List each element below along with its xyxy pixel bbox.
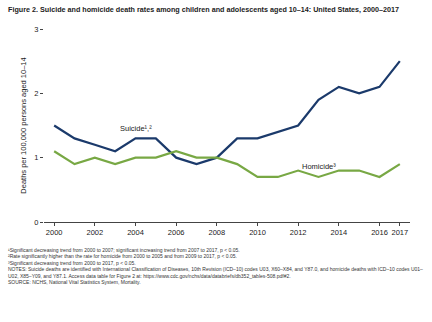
svg-text:2006: 2006 bbox=[168, 228, 185, 237]
svg-text:2: 2 bbox=[34, 89, 38, 98]
svg-text:2014: 2014 bbox=[330, 228, 347, 237]
svg-text:0: 0 bbox=[34, 217, 38, 226]
svg-text:2008: 2008 bbox=[208, 228, 225, 237]
svg-text:Homicide³: Homicide³ bbox=[302, 162, 336, 171]
svg-text:2010: 2010 bbox=[249, 228, 266, 237]
svg-text:3: 3 bbox=[34, 24, 38, 33]
html-text:²Rate significantly higher tha: ²Rate significantly higher than the rate… bbox=[8, 253, 237, 260]
svg-text:2016: 2016 bbox=[371, 228, 388, 237]
svg-text:Suicide¹,²: Suicide¹,² bbox=[120, 124, 152, 133]
svg-text:2017: 2017 bbox=[391, 228, 408, 237]
html-text:NOTES: Suicide deaths are iden: NOTES: Suicide deaths are identified wit… bbox=[8, 266, 423, 279]
svg-text:2012: 2012 bbox=[290, 228, 307, 237]
svg-text:2002: 2002 bbox=[86, 228, 103, 237]
svg-text:Deaths per 100,000 persons age: Deaths per 100,000 persons aged 10–14 bbox=[19, 57, 28, 193]
svg-text:2004: 2004 bbox=[127, 228, 144, 237]
html-text:Figure 2. Suicide and homicide: Figure 2. Suicide and homicide death rat… bbox=[8, 5, 400, 14]
svg-text:2000: 2000 bbox=[46, 228, 63, 237]
html-text:SOURCE: NCHS, National Vital S: SOURCE: NCHS, National Vital Statistics … bbox=[8, 279, 141, 286]
html-text:¹Significant decreasing trend: ¹Significant decreasing trend from 2000 … bbox=[8, 246, 240, 253]
svg-text:1: 1 bbox=[34, 153, 38, 162]
html-text:³Significant decreasing trend: ³Significant decreasing trend from 2000 … bbox=[8, 259, 136, 266]
